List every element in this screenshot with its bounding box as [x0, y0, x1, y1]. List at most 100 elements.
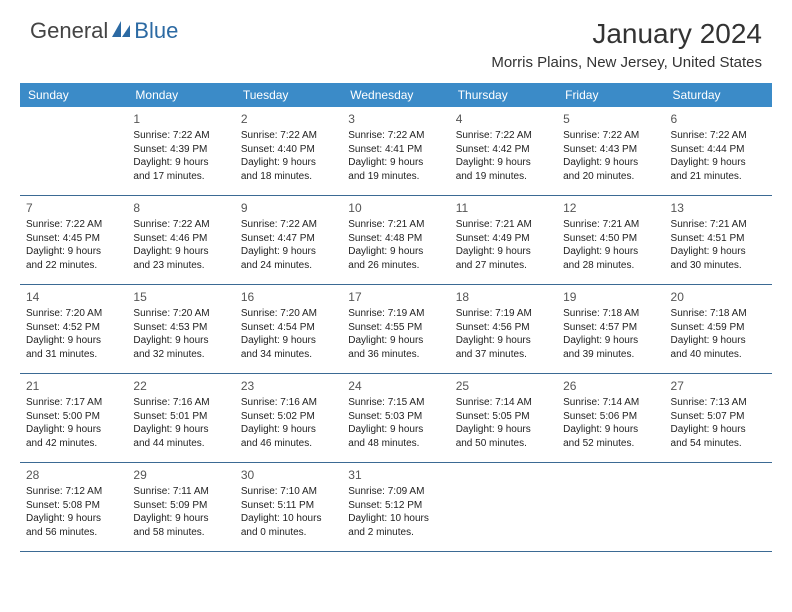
daylight-line-2: and 18 minutes. [241, 170, 336, 184]
day-number: 9 [241, 200, 336, 216]
calendar-day-cell: 13Sunrise: 7:21 AMSunset: 4:51 PMDayligh… [665, 196, 772, 284]
daylight-line-1: Daylight: 9 hours [241, 156, 336, 170]
daylight-line-2: and 20 minutes. [563, 170, 658, 184]
day-number: 12 [563, 200, 658, 216]
daylight-line-2: and 37 minutes. [456, 348, 551, 362]
calendar-day-cell: 3Sunrise: 7:22 AMSunset: 4:41 PMDaylight… [342, 107, 449, 195]
brand-word-1: General [30, 18, 108, 44]
sunrise-line: Sunrise: 7:10 AM [241, 485, 336, 499]
calendar-day-cell: 31Sunrise: 7:09 AMSunset: 5:12 PMDayligh… [342, 463, 449, 551]
day-number: 19 [563, 289, 658, 305]
calendar-week-row: 28Sunrise: 7:12 AMSunset: 5:08 PMDayligh… [20, 463, 772, 552]
sunrise-line: Sunrise: 7:20 AM [241, 307, 336, 321]
sunrise-line: Sunrise: 7:16 AM [133, 396, 228, 410]
calendar-week-row: 14Sunrise: 7:20 AMSunset: 4:52 PMDayligh… [20, 285, 772, 374]
day-number: 11 [456, 200, 551, 216]
day-number: 24 [348, 378, 443, 394]
calendar-day-cell: 2Sunrise: 7:22 AMSunset: 4:40 PMDaylight… [235, 107, 342, 195]
calendar-day-cell: 5Sunrise: 7:22 AMSunset: 4:43 PMDaylight… [557, 107, 664, 195]
daylight-line-2: and 58 minutes. [133, 526, 228, 540]
sunrise-line: Sunrise: 7:22 AM [241, 218, 336, 232]
sunrise-line: Sunrise: 7:22 AM [26, 218, 121, 232]
weekday-label: Monday [127, 83, 234, 107]
daylight-line-2: and 0 minutes. [241, 526, 336, 540]
daylight-line-2: and 30 minutes. [671, 259, 766, 273]
daylight-line-2: and 17 minutes. [133, 170, 228, 184]
sunset-line: Sunset: 5:08 PM [26, 499, 121, 513]
daylight-line-1: Daylight: 9 hours [241, 245, 336, 259]
calendar-day-cell: 8Sunrise: 7:22 AMSunset: 4:46 PMDaylight… [127, 196, 234, 284]
calendar-day-cell: 19Sunrise: 7:18 AMSunset: 4:57 PMDayligh… [557, 285, 664, 373]
sunrise-line: Sunrise: 7:21 AM [456, 218, 551, 232]
day-number: 14 [26, 289, 121, 305]
calendar-day-cell: 15Sunrise: 7:20 AMSunset: 4:53 PMDayligh… [127, 285, 234, 373]
sunrise-line: Sunrise: 7:14 AM [563, 396, 658, 410]
sunset-line: Sunset: 5:01 PM [133, 410, 228, 424]
calendar-day-cell: 24Sunrise: 7:15 AMSunset: 5:03 PMDayligh… [342, 374, 449, 462]
day-number: 13 [671, 200, 766, 216]
calendar-day-cell: 30Sunrise: 7:10 AMSunset: 5:11 PMDayligh… [235, 463, 342, 551]
day-number: 28 [26, 467, 121, 483]
daylight-line-2: and 40 minutes. [671, 348, 766, 362]
weekday-label: Tuesday [235, 83, 342, 107]
day-number: 2 [241, 111, 336, 127]
daylight-line-2: and 28 minutes. [563, 259, 658, 273]
sunset-line: Sunset: 5:07 PM [671, 410, 766, 424]
calendar-day-cell: 16Sunrise: 7:20 AMSunset: 4:54 PMDayligh… [235, 285, 342, 373]
daylight-line-1: Daylight: 10 hours [241, 512, 336, 526]
daylight-line-2: and 19 minutes. [348, 170, 443, 184]
calendar: SundayMondayTuesdayWednesdayThursdayFrid… [20, 83, 772, 552]
daylight-line-1: Daylight: 9 hours [563, 245, 658, 259]
sunrise-line: Sunrise: 7:20 AM [26, 307, 121, 321]
day-number: 23 [241, 378, 336, 394]
brand-sail-icon [110, 19, 132, 44]
daylight-line-1: Daylight: 9 hours [26, 512, 121, 526]
day-number: 17 [348, 289, 443, 305]
daylight-line-1: Daylight: 9 hours [241, 423, 336, 437]
sunset-line: Sunset: 4:55 PM [348, 321, 443, 335]
sunrise-line: Sunrise: 7:20 AM [133, 307, 228, 321]
sunrise-line: Sunrise: 7:13 AM [671, 396, 766, 410]
day-number: 7 [26, 200, 121, 216]
title-block: January 2024 Morris Plains, New Jersey, … [491, 18, 762, 71]
daylight-line-2: and 19 minutes. [456, 170, 551, 184]
sunset-line: Sunset: 4:50 PM [563, 232, 658, 246]
daylight-line-1: Daylight: 9 hours [456, 334, 551, 348]
day-number: 4 [456, 111, 551, 127]
day-number: 3 [348, 111, 443, 127]
weekday-label: Saturday [665, 83, 772, 107]
sunset-line: Sunset: 4:57 PM [563, 321, 658, 335]
calendar-day-cell: 29Sunrise: 7:11 AMSunset: 5:09 PMDayligh… [127, 463, 234, 551]
daylight-line-2: and 27 minutes. [456, 259, 551, 273]
daylight-line-2: and 26 minutes. [348, 259, 443, 273]
sunset-line: Sunset: 5:06 PM [563, 410, 658, 424]
daylight-line-2: and 23 minutes. [133, 259, 228, 273]
calendar-empty-cell [450, 463, 557, 551]
sunset-line: Sunset: 4:44 PM [671, 143, 766, 157]
daylight-line-2: and 36 minutes. [348, 348, 443, 362]
sunrise-line: Sunrise: 7:22 AM [133, 129, 228, 143]
weekday-header-row: SundayMondayTuesdayWednesdayThursdayFrid… [20, 83, 772, 107]
sunrise-line: Sunrise: 7:19 AM [348, 307, 443, 321]
daylight-line-2: and 39 minutes. [563, 348, 658, 362]
calendar-day-cell: 12Sunrise: 7:21 AMSunset: 4:50 PMDayligh… [557, 196, 664, 284]
calendar-day-cell: 26Sunrise: 7:14 AMSunset: 5:06 PMDayligh… [557, 374, 664, 462]
calendar-day-cell: 28 Sunrise: 7:12 AMSunset: 5:08 PMDayligh… [20, 463, 127, 551]
calendar-day-cell: 11Sunrise: 7:21 AMSunset: 4:49 PMDayligh… [450, 196, 557, 284]
sunrise-line: Sunrise: 7:12 AM [26, 485, 121, 499]
daylight-line-1: Daylight: 9 hours [241, 334, 336, 348]
sunset-line: Sunset: 5:09 PM [133, 499, 228, 513]
daylight-line-2: and 24 minutes. [241, 259, 336, 273]
daylight-line-2: and 46 minutes. [241, 437, 336, 451]
sunset-line: Sunset: 4:52 PM [26, 321, 121, 335]
daylight-line-1: Daylight: 9 hours [133, 512, 228, 526]
daylight-line-1: Daylight: 9 hours [456, 245, 551, 259]
sunset-line: Sunset: 5:05 PM [456, 410, 551, 424]
calendar-day-cell: 23Sunrise: 7:16 AMSunset: 5:02 PMDayligh… [235, 374, 342, 462]
calendar-day-cell: 14Sunrise: 7:20 AMSunset: 4:52 PMDayligh… [20, 285, 127, 373]
sunset-line: Sunset: 5:00 PM [26, 410, 121, 424]
page-header: General Blue January 2024 Morris Plains,… [0, 0, 792, 75]
sunrise-line: Sunrise: 7:14 AM [456, 396, 551, 410]
sunset-line: Sunset: 4:59 PM [671, 321, 766, 335]
day-number: 1 [133, 111, 228, 127]
